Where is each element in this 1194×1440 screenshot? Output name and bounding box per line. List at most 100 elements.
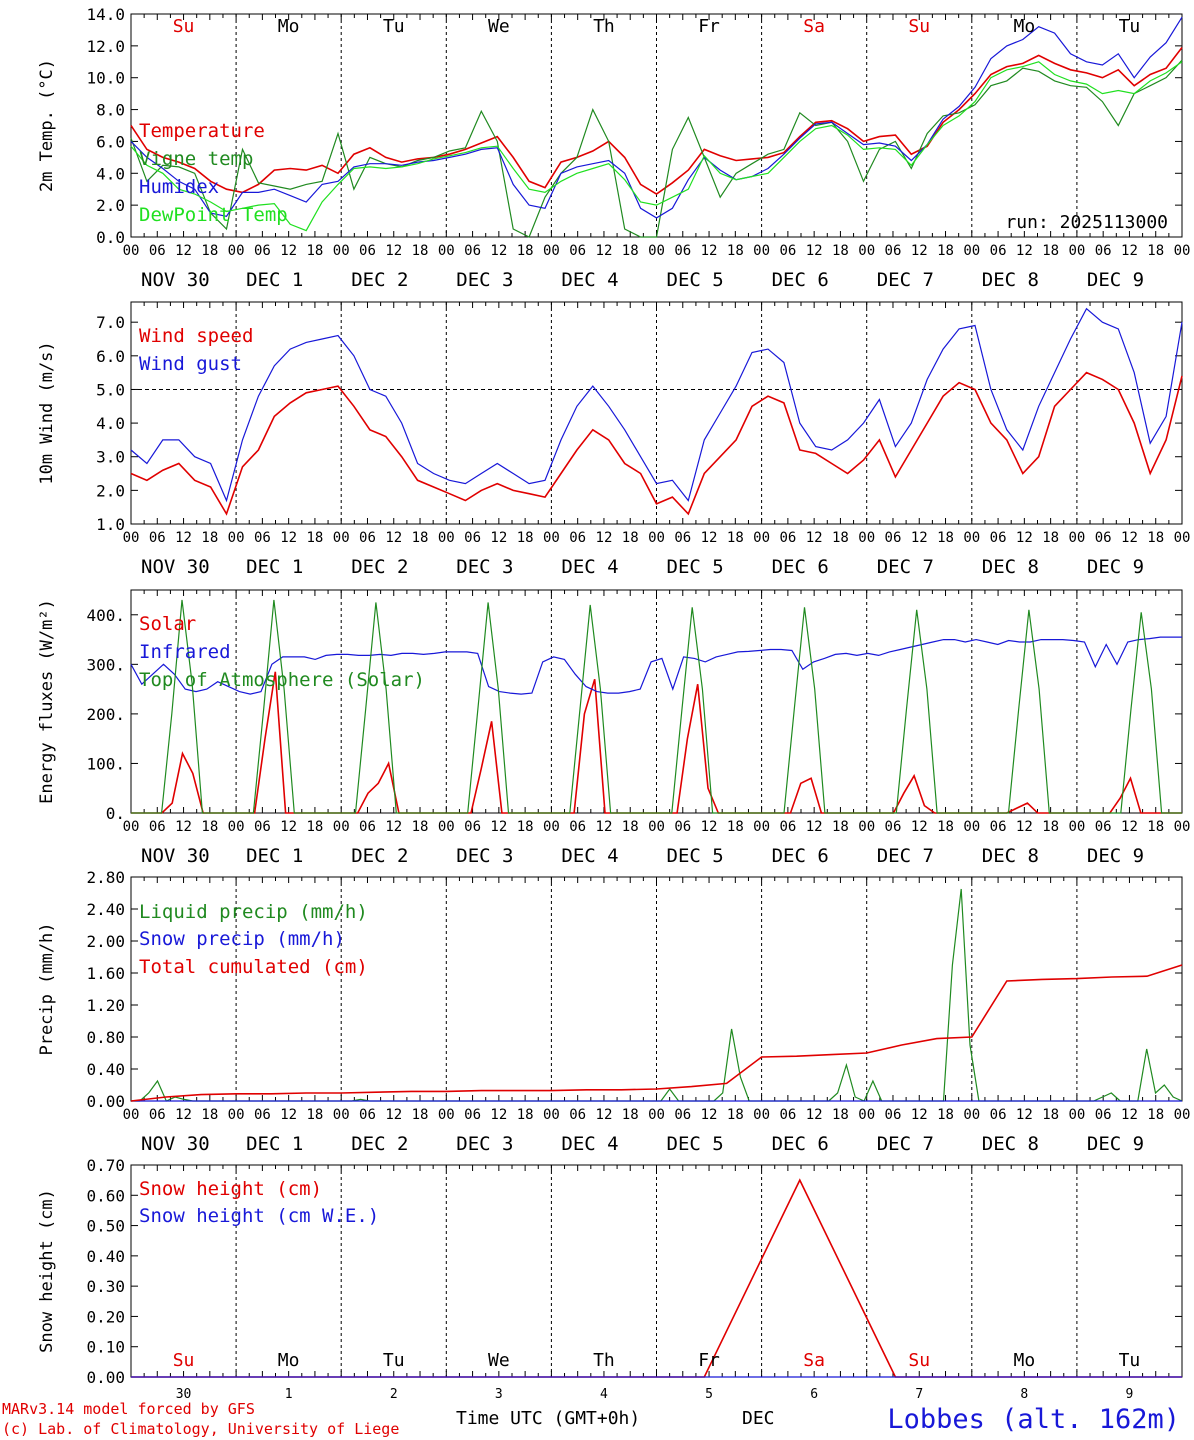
hour-tick-label: 06: [674, 819, 691, 835]
weekday-label: Tu: [383, 1350, 405, 1371]
run-annotation: run: 2025113000: [1005, 212, 1168, 233]
hour-tick-label: 00: [123, 1107, 140, 1123]
hour-tick-label: 12: [911, 243, 928, 259]
y-tick-label: 0.20: [86, 1307, 125, 1326]
weekday-label: Th: [593, 1350, 615, 1371]
hour-tick-label: 06: [990, 1107, 1007, 1123]
y-tick-label: 0.40: [86, 1060, 125, 1079]
hour-tick-label: 06: [464, 1107, 481, 1123]
hour-tick-label: 12: [175, 1107, 192, 1123]
weekday-label: Mo: [1014, 16, 1036, 37]
hour-tick-label: 00: [543, 530, 560, 546]
hour-tick-label: 18: [1147, 819, 1164, 835]
date-label: NOV 30: [141, 1133, 210, 1155]
day-number-label: 30: [176, 1387, 192, 1402]
month-label: DEC: [742, 1408, 775, 1429]
y-tick-label: 0.00: [86, 1092, 125, 1111]
hour-tick-label: 12: [175, 819, 192, 835]
weekday-label: Su: [173, 1350, 195, 1371]
hour-tick-label: 18: [201, 530, 218, 546]
hour-tick-label: 18: [306, 243, 323, 259]
hour-tick-label: 12: [280, 530, 297, 546]
date-label: DEC 5: [667, 556, 724, 578]
hour-tick-label: 18: [832, 819, 849, 835]
day-number-label: 1: [285, 1387, 293, 1402]
y-tick-label: 0.0: [96, 228, 125, 247]
date-label: DEC 6: [772, 269, 829, 291]
legend-entry: DewPoint Temp: [139, 204, 288, 226]
y-tick-label: 6.0: [96, 132, 125, 151]
hour-tick-label: 18: [517, 530, 534, 546]
hour-tick-label: 00: [858, 243, 875, 259]
date-label: DEC 6: [772, 845, 829, 867]
hour-tick-label: 12: [490, 243, 507, 259]
hour-tick-label: 06: [464, 530, 481, 546]
hour-tick-label: 00: [858, 1107, 875, 1123]
hour-tick-label: 06: [990, 819, 1007, 835]
weekday-label: Tu: [383, 16, 405, 37]
hour-tick-label: 12: [911, 819, 928, 835]
y-tick-label: 0.: [106, 804, 125, 823]
hour-tick-label: 18: [727, 1107, 744, 1123]
hour-tick-label: 06: [990, 530, 1007, 546]
date-label: NOV 30: [141, 556, 210, 578]
hour-tick-label: 12: [385, 243, 402, 259]
hour-tick-label: 00: [753, 243, 770, 259]
hour-tick-label: 00: [648, 530, 665, 546]
hour-tick-label: 06: [569, 243, 586, 259]
y-tick-label: 0.30: [86, 1277, 125, 1296]
date-label: NOV 30: [141, 269, 210, 291]
hour-tick-label: 18: [201, 819, 218, 835]
date-label: DEC 5: [667, 845, 724, 867]
hour-tick-label: 12: [385, 819, 402, 835]
hour-tick-label: 00: [438, 243, 455, 259]
date-label: DEC 8: [982, 845, 1039, 867]
hour-tick-label: 18: [201, 243, 218, 259]
hour-tick-label: 18: [622, 243, 639, 259]
hour-tick-label: 00: [1068, 530, 1085, 546]
y-tick-label: 0.50: [86, 1217, 125, 1236]
hour-tick-label: 18: [201, 1107, 218, 1123]
hour-tick-label: 06: [359, 819, 376, 835]
hour-tick-label: 00: [543, 819, 560, 835]
date-label: DEC 8: [982, 269, 1039, 291]
hour-tick-label: 06: [149, 819, 166, 835]
panel-2: 1.0 2.0 3.0 4.0 5.0 6.0 7.0 10m Wind (m/s) Wind …: [37, 301, 1190, 578]
series-vigne-temp: [130, 59, 1183, 238]
hour-tick-label: 00: [1174, 819, 1191, 835]
y-tick-label: 1.60: [86, 964, 125, 983]
hour-tick-label: 00: [963, 1107, 980, 1123]
hour-tick-label: 06: [149, 530, 166, 546]
legend-entry: Vigne temp: [139, 148, 253, 170]
hour-tick-label: 18: [517, 243, 534, 259]
hour-tick-label: 18: [622, 530, 639, 546]
hour-tick-label: 06: [885, 530, 902, 546]
panel-5: 0.00 0.10 0.20 0.30 0.40 0.50 0.60 0.70 Snow hei…: [37, 1156, 1183, 1402]
hour-tick-label: 18: [1042, 819, 1059, 835]
hour-tick-label: 00: [228, 1107, 245, 1123]
y-tick-label: 0.70: [86, 1156, 125, 1175]
hour-tick-label: 18: [412, 243, 429, 259]
y-tick-label: 400.: [86, 606, 125, 625]
time-axis-label: Time UTC (GMT+0h): [456, 1408, 640, 1429]
legend-entry: Wind speed: [139, 325, 253, 347]
y-tick-label: 2.00: [86, 932, 125, 951]
hour-tick-label: 18: [1147, 243, 1164, 259]
day-number-label: 5: [705, 1387, 713, 1402]
weekday-label: Su: [908, 16, 930, 37]
series-infrared: [130, 636, 1182, 695]
y-axis-label: Precip (mm/h): [37, 922, 57, 1055]
hour-tick-label: 00: [753, 819, 770, 835]
date-label: DEC 6: [772, 1133, 829, 1155]
hour-tick-label: 06: [254, 819, 271, 835]
hour-tick-label: 06: [569, 819, 586, 835]
series-humidex: [130, 16, 1183, 219]
y-tick-label: 200.: [86, 705, 125, 724]
y-tick-label: 4.0: [96, 414, 125, 433]
hour-tick-label: 12: [911, 1107, 928, 1123]
date-label: DEC 2: [351, 845, 408, 867]
y-tick-label: 2.80: [86, 868, 125, 887]
weekday-label: Sa: [803, 16, 825, 37]
series-top-of-atmosphere-solar: [131, 599, 1182, 814]
y-tick-label: 100.: [86, 754, 125, 773]
